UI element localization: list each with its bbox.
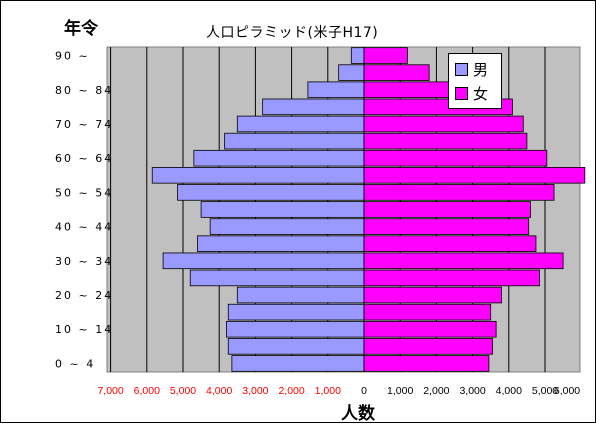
x-tick-left-5: 2,000 [278, 385, 304, 397]
legend-label-male: 男 [473, 60, 489, 79]
legend-label-female: 女 [473, 84, 489, 103]
bar-male-10 [177, 184, 365, 201]
bar-female-9 [363, 201, 531, 218]
x-tick-left-1: 6,000 [134, 385, 160, 397]
y-tick-label-14: 70 ~ 74 [55, 118, 113, 131]
bar-male-15 [262, 98, 365, 116]
bar-male-18 [350, 47, 365, 64]
bar-male-0 [231, 355, 365, 372]
y-tick-label-16: 80 ~ 84 [55, 84, 113, 97]
legend-item-female: 女 [455, 83, 488, 103]
bar-female-8 [363, 218, 530, 235]
bar-male-6 [162, 252, 365, 270]
bar-male-4 [236, 286, 365, 304]
bar-female-12 [363, 149, 548, 167]
y-tick-label-6: 30 ~ 34 [55, 255, 113, 268]
y-axis-title: 年令 [64, 19, 98, 39]
x-tick-left-0: 7,000 [97, 385, 123, 397]
y-tick-label-4: 20 ~ 24 [55, 289, 113, 302]
x-axis-title: 人数 [341, 404, 375, 424]
chart-title: 人口ピラミッド(米子H17) [206, 25, 379, 41]
bar-female-18 [363, 47, 408, 64]
x-tick-right-1: 2,000 [423, 385, 449, 397]
x-tick-right-2: 3,000 [459, 385, 485, 397]
x-tick-left-6: 1,000 [315, 385, 341, 397]
y-tick-label-12: 60 ~ 64 [55, 152, 113, 165]
y-tick-label-0: 0 ~ 4 [55, 357, 95, 370]
x-tick-right-0: 1,000 [387, 385, 413, 397]
y-tick-label-18: 90 ~ [55, 50, 90, 63]
bar-male-11 [151, 167, 365, 184]
bar-male-13 [224, 132, 365, 150]
legend-swatch-female [455, 86, 468, 100]
x-tick-right-5: 6,000 [554, 385, 580, 397]
bar-male-9 [200, 201, 365, 218]
bar-male-2 [226, 320, 365, 338]
bar-female-14 [363, 115, 524, 133]
legend-item-male: 男 [455, 59, 488, 79]
bar-male-1 [227, 338, 365, 355]
legend-swatch-male [455, 62, 468, 76]
bar-female-17 [363, 64, 430, 81]
bar-female-7 [363, 235, 537, 252]
legend: 男 女 [448, 53, 502, 109]
bar-male-17 [338, 64, 365, 81]
bar-male-7 [197, 235, 365, 252]
x-tick-right-3: 4,000 [496, 385, 522, 397]
bar-female-13 [363, 132, 528, 150]
bar-female-1 [363, 338, 493, 355]
bar-female-3 [363, 303, 492, 321]
x-tick-left-4: 3,000 [242, 385, 268, 397]
bar-male-12 [193, 149, 365, 167]
bar-male-14 [236, 115, 365, 133]
bar-female-5 [363, 269, 540, 287]
bar-male-8 [209, 218, 365, 235]
bar-female-11 [363, 167, 586, 184]
x-tick-zero: 0 [361, 385, 367, 397]
x-tick-left-2: 5,000 [170, 385, 196, 397]
x-tick-right-4: 5,000 [532, 385, 558, 397]
bar-female-6 [363, 252, 564, 270]
x-tick-left-3: 4,000 [206, 385, 232, 397]
bar-male-5 [189, 269, 365, 287]
y-tick-label-10: 50 ~ 54 [55, 186, 113, 199]
bar-female-4 [363, 286, 502, 304]
bar-male-16 [307, 81, 365, 99]
y-tick-label-2: 10 ~ 14 [55, 323, 113, 336]
y-tick-label-8: 40 ~ 44 [55, 221, 113, 234]
bar-female-10 [363, 184, 555, 201]
bar-male-3 [227, 303, 365, 321]
bar-female-2 [363, 320, 497, 338]
bar-female-0 [363, 355, 490, 372]
